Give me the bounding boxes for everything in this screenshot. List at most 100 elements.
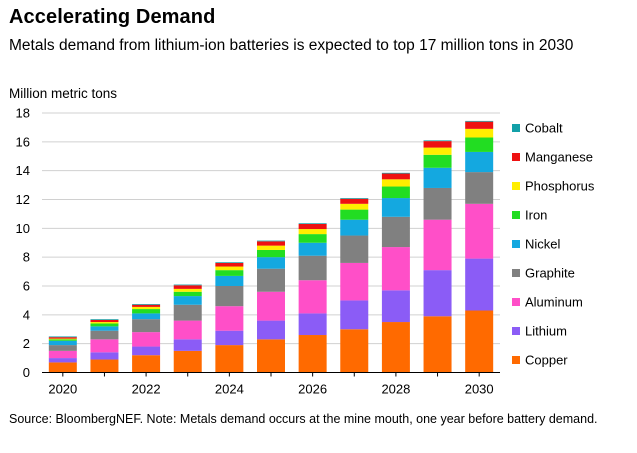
legend-label-phosphorus: Phosphorus — [525, 179, 595, 194]
legend-swatch-nickel — [512, 240, 520, 248]
y-tick-label: 8 — [23, 250, 30, 265]
legend-label-iron: Iron — [525, 208, 547, 223]
bar-segment-nickel — [132, 313, 161, 320]
bar-segment-graphite — [215, 286, 244, 307]
bar-segment-nickel — [215, 275, 244, 286]
bar-segment-lithium — [298, 313, 327, 336]
bar-segment-aluminum — [132, 332, 161, 347]
legend-swatch-lithium — [512, 327, 520, 335]
bar-segment-graphite — [465, 172, 494, 204]
bar-segment-lithium — [257, 320, 285, 340]
bar-segment-phosphorus — [381, 179, 410, 187]
bar-segment-lithium — [90, 352, 119, 360]
x-tick-label: 2030 — [465, 382, 494, 397]
bar-segment-nickel — [381, 198, 410, 217]
bar-segment-lithium — [423, 270, 452, 317]
y-tick-label: 0 — [23, 365, 30, 380]
legend-swatch-cobalt — [512, 124, 520, 132]
bar-segment-cobalt — [215, 262, 244, 263]
bar-segment-iron — [465, 137, 494, 152]
bar-segment-lithium — [215, 330, 244, 346]
legend-label-nickel: Nickel — [525, 237, 561, 252]
bar-segment-cobalt — [298, 223, 327, 225]
bar-segment-graphite — [423, 187, 452, 220]
bar-segment-manganese — [215, 262, 244, 267]
bar-segment-graphite — [132, 319, 161, 333]
bar-segment-manganese — [90, 319, 119, 323]
bar-segment-lithium — [132, 346, 161, 356]
legend-swatch-graphite — [512, 269, 520, 277]
bar-segment-cobalt — [340, 198, 369, 199]
bar-segment-manganese — [48, 337, 77, 339]
legend-label-graphite: Graphite — [525, 266, 575, 281]
bar-segment-graphite — [298, 255, 327, 281]
x-tick-label: 2028 — [381, 382, 410, 397]
bar-segment-graphite — [340, 235, 369, 263]
bar-segment-iron — [215, 270, 244, 276]
bar-segment-phosphorus — [48, 338, 77, 340]
legend-label-aluminum: Aluminum — [525, 295, 583, 310]
bar-segment-phosphorus — [90, 322, 119, 324]
bar-segment-nickel — [48, 340, 77, 346]
y-axis-ticks: 0 2 4 6 8 10 12 14 16 18 — [16, 106, 30, 381]
bar-segment-copper — [90, 359, 119, 373]
legend-swatch-aluminum — [512, 298, 520, 306]
bar-segment-copper — [381, 322, 410, 373]
bar-segment-copper — [340, 329, 369, 373]
bar-segment-aluminum — [298, 280, 327, 314]
bar-segment-manganese — [381, 173, 410, 180]
bar-segment-copper — [423, 316, 452, 373]
bar-segment-copper — [257, 339, 285, 373]
bar-segment-iron — [257, 249, 285, 258]
bar-segment-aluminum — [215, 306, 244, 331]
bar-segment-manganese — [257, 241, 285, 246]
bar-segment-phosphorus — [215, 266, 244, 271]
y-tick-label: 6 — [23, 279, 30, 294]
bar-segment-cobalt — [132, 304, 161, 305]
bar-segment-iron — [132, 309, 161, 314]
legend-swatch-manganese — [512, 153, 520, 161]
bar-segment-copper — [298, 335, 327, 373]
bar-segment-manganese — [132, 304, 161, 307]
bar-segment-manganese — [340, 198, 369, 204]
y-tick-label: 2 — [23, 336, 30, 351]
bar-segment-iron — [381, 186, 410, 199]
bar-segment-cobalt — [423, 140, 452, 142]
bar-segment-graphite — [257, 268, 285, 292]
legend-label-manganese: Manganese — [525, 150, 593, 165]
bar-segment-aluminum — [173, 320, 202, 340]
bars — [48, 120, 494, 373]
bar-segment-cobalt — [257, 240, 285, 242]
bar-segment-phosphorus — [298, 229, 327, 235]
legend-swatch-iron — [512, 211, 520, 219]
y-tick-label: 12 — [16, 192, 30, 207]
bar-segment-manganese — [173, 285, 202, 289]
legend-swatch-phosphorus — [512, 182, 520, 190]
x-tick-label: 2024 — [215, 382, 244, 397]
bar-segment-iron — [90, 323, 119, 327]
bar-segment-nickel — [298, 242, 327, 256]
bar-segment-phosphorus — [340, 203, 369, 210]
bar-segment-aluminum — [340, 262, 369, 301]
y-tick-label: 4 — [23, 307, 30, 322]
x-axis: 2020 2022 2024 2026 2028 2030 — [42, 372, 500, 397]
bar-segment-aluminum — [257, 291, 285, 321]
bar-segment-graphite — [381, 216, 410, 248]
bar-segment-graphite — [48, 345, 77, 351]
legend-label-lithium: Lithium — [525, 324, 567, 339]
bar-segment-iron — [173, 291, 202, 297]
chart-subtitle: Metals demand from lithium-ion batteries… — [9, 37, 574, 54]
legend-swatch-copper — [512, 356, 520, 364]
bar-segment-manganese — [423, 141, 452, 148]
bar-segment-aluminum — [423, 219, 452, 271]
bar-segment-nickel — [90, 326, 119, 331]
bar-segment-phosphorus — [423, 147, 452, 155]
bar-segment-phosphorus — [257, 245, 285, 250]
y-tick-label: 18 — [16, 106, 30, 121]
bar-segment-aluminum — [381, 247, 410, 291]
bar-segment-cobalt — [381, 172, 410, 174]
legend-label-cobalt: Cobalt — [525, 121, 563, 136]
bar-segment-cobalt — [465, 120, 494, 122]
bar-segment-copper — [465, 310, 494, 373]
